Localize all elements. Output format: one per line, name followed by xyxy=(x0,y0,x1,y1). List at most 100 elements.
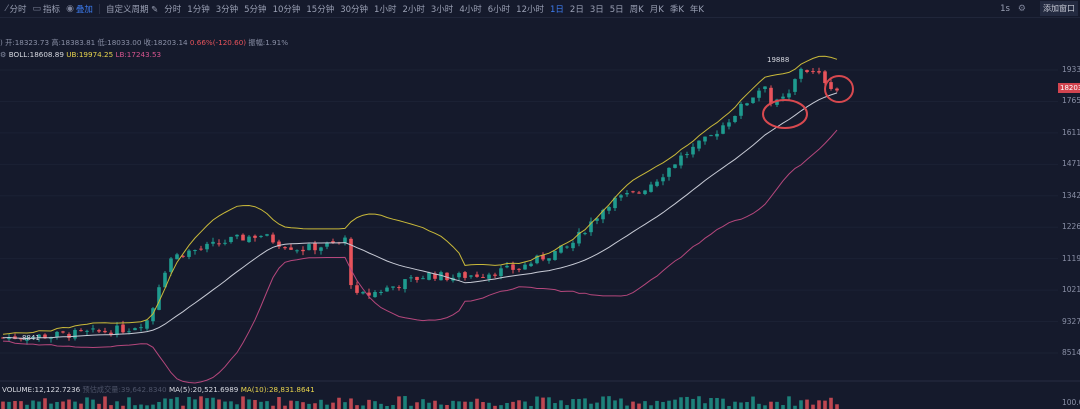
volume-bar-133 xyxy=(799,400,803,409)
line-chart-icon: ⁄ xyxy=(6,3,8,14)
candle-body-40 xyxy=(241,234,245,241)
chart-type-button[interactable]: ⁄ 分时 xyxy=(6,3,27,15)
volume-bar-28 xyxy=(169,398,173,409)
candle-body-17 xyxy=(103,330,107,333)
timeframe-5[interactable]: 15分钟 xyxy=(306,4,335,15)
boll-ub-value: UB:19974.25 xyxy=(66,50,114,59)
candle-body-77 xyxy=(463,272,467,278)
volume-ma10-value: MA(10):28,831.8641 xyxy=(240,385,315,394)
candle-body-87 xyxy=(523,264,527,270)
candle-body-131 xyxy=(787,93,791,98)
timeframe-18[interactable]: 月K xyxy=(649,4,664,15)
volume-bar-37 xyxy=(223,401,227,409)
candle-body-12 xyxy=(73,329,77,339)
volume-bar-119 xyxy=(715,397,719,409)
price-tick-1: 17652 xyxy=(1062,96,1080,106)
volume-bar-6 xyxy=(37,401,41,409)
candle-body-4 xyxy=(25,339,29,341)
candle-body-19 xyxy=(115,325,119,335)
pencil-icon: ✎ xyxy=(151,4,159,15)
candle-body-37 xyxy=(223,242,227,244)
candle-body-41 xyxy=(247,236,251,243)
settings-icon[interactable]: ⚙ xyxy=(1017,3,1026,14)
volume-bar-18 xyxy=(109,405,113,409)
timeframe-3[interactable]: 5分钟 xyxy=(244,4,267,15)
timeframe-16[interactable]: 5日 xyxy=(609,4,624,15)
candle-body-94 xyxy=(565,246,569,248)
timeframe-11[interactable]: 6小时 xyxy=(487,4,511,15)
timeframe-19[interactable]: 季K xyxy=(669,4,684,15)
timeframe-13[interactable]: 1日 xyxy=(549,4,564,15)
timeframe-1[interactable]: 1分钟 xyxy=(187,4,210,15)
volume-bar-56 xyxy=(337,397,341,409)
volume-bar-55 xyxy=(331,402,335,409)
boll-lower-line xyxy=(2,129,838,384)
candle-body-91 xyxy=(547,258,551,261)
volume-bar-39 xyxy=(235,404,239,409)
volume-bar-127 xyxy=(763,405,767,409)
timeframe-2[interactable]: 3分钟 xyxy=(215,4,239,15)
low-value: 低:18033.00 xyxy=(97,38,142,47)
custom-period-dropdown[interactable]: 自定义周期 ✎ xyxy=(106,3,158,15)
price-tick-0: 19337 xyxy=(1062,65,1080,74)
volume-bar-120 xyxy=(721,398,725,409)
timeframe-7[interactable]: 1小时 xyxy=(374,4,397,15)
timeframe-14[interactable]: 2日 xyxy=(569,4,584,15)
volume-bar-11 xyxy=(67,399,71,409)
volume-bar-33 xyxy=(199,396,203,409)
timeframe-12[interactable]: 12小时 xyxy=(516,4,544,15)
candle-body-86 xyxy=(517,268,521,270)
volume-bar-2 xyxy=(13,401,17,409)
volume-bar-117 xyxy=(703,403,707,409)
candle-body-3 xyxy=(19,338,23,340)
timeframe-8[interactable]: 2小时 xyxy=(402,4,425,15)
timeframe-list: 分时 1分钟 3分钟 5分钟 10分钟 15分钟 30分钟 1小时 2小时 3小时 4小时 6小时 12… xyxy=(158,3,704,15)
volume-bar-71 xyxy=(427,402,431,409)
candle-body-31 xyxy=(187,250,191,257)
candle-body-115 xyxy=(691,146,695,155)
candle-body-132 xyxy=(793,79,797,92)
candle-body-44 xyxy=(265,234,269,236)
candle-body-118 xyxy=(709,135,713,137)
timeframe-10[interactable]: 4小时 xyxy=(459,4,482,15)
volume-bar-87 xyxy=(523,401,527,409)
volume-bar-99 xyxy=(595,402,599,409)
toolbar-right: 1s ⚙ 添加窗口 xyxy=(1000,0,1080,17)
volume-bar-31 xyxy=(187,396,191,409)
timeframe-20[interactable]: 年K xyxy=(689,4,704,15)
volume-bar-3 xyxy=(19,401,23,409)
indicators-button[interactable]: ▭ 指标 xyxy=(33,3,61,15)
settings-gear-icon[interactable]: ⚙ xyxy=(0,50,7,59)
timeframe-4[interactable]: 10分钟 xyxy=(272,4,301,15)
candle-body-27 xyxy=(163,272,167,288)
add-window-button[interactable]: 添加窗口 xyxy=(1040,1,1078,16)
volume-bar-74 xyxy=(445,404,449,409)
timeframe-0[interactable]: 分时 xyxy=(164,4,182,15)
volume-bar-131 xyxy=(787,396,791,409)
candle-body-97 xyxy=(583,233,587,235)
volume-bar-35 xyxy=(211,397,215,409)
compare-button[interactable]: ◉ 叠加 xyxy=(66,3,93,15)
candle-body-58 xyxy=(349,238,353,286)
timeframe-17[interactable]: 周K xyxy=(629,4,644,15)
candle-body-61 xyxy=(367,292,371,296)
timeframe-6[interactable]: 30分钟 xyxy=(340,4,369,15)
timeframe-15[interactable]: 3日 xyxy=(589,4,604,15)
price-tick-2: 16115 xyxy=(1062,127,1080,137)
volume-bar-110 xyxy=(661,401,665,409)
volume-bar-4 xyxy=(25,404,29,409)
volume-bar-19 xyxy=(115,401,119,409)
candle-body-84 xyxy=(505,265,509,268)
candle-body-136 xyxy=(817,71,821,73)
interval-label[interactable]: 1s xyxy=(1000,3,1010,14)
candle-body-120 xyxy=(721,125,725,134)
candle-body-14 xyxy=(85,330,89,332)
candle-body-47 xyxy=(283,247,287,249)
boll-info: ⚙ BOLL:18608.89 UB:19974.25 LB:17243.53 xyxy=(0,50,161,59)
volume-bar-13 xyxy=(79,403,83,409)
candle-body-11 xyxy=(67,334,71,338)
timeframe-9[interactable]: 3小时 xyxy=(430,4,454,15)
volume-bar-102 xyxy=(613,400,617,409)
boll-mid-value: BOLL:18608.89 xyxy=(8,50,64,59)
